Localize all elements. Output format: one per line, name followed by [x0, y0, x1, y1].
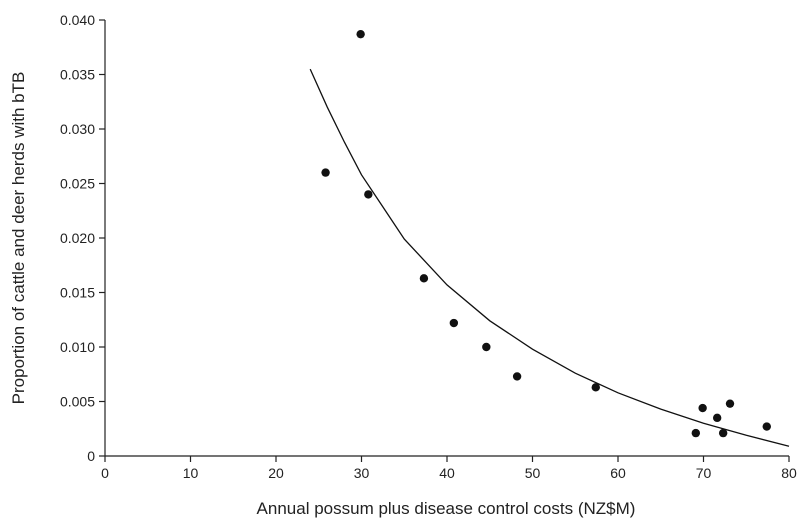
y-axis-ticks: 0 0.005 0.010 0.015 0.020 0.025 0.030 0.035 0.04… [60, 12, 105, 464]
data-point [321, 168, 330, 177]
y-tick-label: 0.030 [60, 121, 95, 137]
data-point [712, 413, 722, 423]
data-point [449, 318, 459, 328]
data-point [762, 422, 771, 431]
x-axis-title: Annual possum plus disease control costs… [257, 499, 636, 518]
y-tick-label: 0 [87, 448, 95, 464]
fitted-curve-group [309, 68, 790, 447]
x-tick-label: 10 [183, 465, 199, 481]
y-tick-label: 0.035 [60, 67, 95, 83]
axes [104, 20, 789, 457]
data-point [364, 190, 373, 199]
x-tick-label: 60 [610, 465, 626, 481]
data-point [482, 342, 491, 352]
data-point [725, 399, 735, 408]
x-tick-label: 0 [101, 465, 109, 481]
x-tick-label: 50 [525, 465, 541, 481]
y-tick-label: 0.005 [60, 394, 95, 410]
y-tick-label: 0.025 [60, 176, 95, 192]
x-tick-label: 70 [696, 465, 712, 481]
x-tick-label: 40 [439, 465, 455, 481]
x-tick-label: 20 [268, 465, 284, 481]
data-point [512, 372, 522, 381]
data-point [419, 274, 429, 283]
x-axis-ticks: 0 10 20 30 40 50 60 70 80 [101, 456, 797, 481]
data-point [356, 29, 365, 39]
y-axis-title: Proportion of cattle and deer herds with… [9, 72, 28, 405]
y-tick-label: 0.015 [60, 285, 95, 301]
fitted-curve [309, 68, 790, 447]
y-tick-label: 0.040 [60, 12, 95, 28]
data-point [718, 428, 728, 438]
data-point [691, 428, 701, 438]
x-tick-label: 80 [781, 465, 797, 481]
y-tick-label: 0.010 [60, 339, 95, 355]
data-point [591, 383, 600, 392]
data-points [321, 29, 771, 438]
x-tick-label: 30 [354, 465, 370, 481]
data-point [698, 403, 707, 413]
y-tick-label: 0.020 [60, 230, 95, 246]
